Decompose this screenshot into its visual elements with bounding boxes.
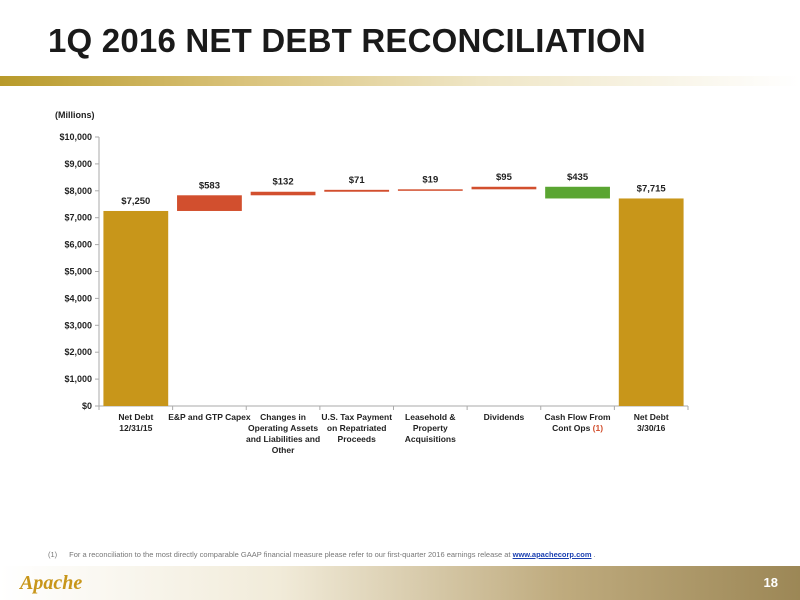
y-tick-label: $2,000 [64,347,92,357]
x-category-label: Acquisitions [405,434,456,444]
x-category-label: 12/31/15 [119,423,152,433]
data-label: $19 [422,174,438,185]
bar-total [103,210,169,406]
y-tick-label: $7,000 [64,213,92,223]
footnote-link[interactable]: www.apachecorp.com [512,550,592,559]
x-category-label: Cash Flow From [545,412,612,422]
data-label: $7,250 [121,196,150,207]
page-title: 1Q 2016 NET DEBT RECONCILIATION [48,22,646,59]
y-unit-label: (Millions) [55,110,95,120]
footnote: (1) For a reconciliation to the most dire… [48,550,596,559]
x-category-label: Dividends [484,412,525,422]
y-tick-label: $9,000 [64,159,92,169]
data-label: $132 [272,177,293,188]
waterfall-chart: (Millions) $0 $1,000 $2,000 $3,000 $4,000 $5,0… [0,100,800,470]
x-category-label: Cont Ops (1) [552,423,603,433]
y-tick-label: $4,000 [64,293,92,303]
bar-decrease [545,186,610,199]
data-label: $95 [496,172,513,183]
x-category-label: U.S. Tax Payment [321,412,392,422]
x-category-label: 3/30/16 [637,423,666,433]
footnote-trailing: . [593,550,596,559]
x-category-label: E&P and GTP Capex [168,412,251,422]
x-category-label: Leasehold & [405,412,456,422]
bar-increase [397,189,463,191]
page-number: 18 [763,575,778,590]
x-category-label: Operating Assets [248,423,318,433]
title-divider [0,76,800,86]
x-category-label: Proceeds [338,434,377,444]
x-category-label: Changes in [260,412,306,422]
y-tick-label: $8,000 [64,186,92,196]
x-category-label: and Liabilities and [246,434,320,444]
x-category-label: Net Debt [118,412,153,422]
data-label: $71 [349,175,366,186]
y-tick-label: $0 [82,401,92,411]
bar-increase [177,195,242,211]
y-tick-label: $6,000 [64,240,92,250]
data-label: $435 [567,172,589,183]
x-category-label: Net Debt [634,412,669,422]
bar-increase [324,189,390,192]
footnote-text: For a reconciliation to the most directl… [69,550,511,559]
y-tick-label: $1,000 [64,374,92,384]
bar-total [618,198,684,406]
x-category-label: Other [272,445,295,455]
footer-bar [0,566,800,600]
data-label: $583 [199,180,220,191]
waterfall-chart-svg: (Millions) $0 $1,000 $2,000 $3,000 $4,000 $5,0… [55,110,689,455]
x-category-label: on Repatriated [327,423,387,433]
footnote-marker: (1) [48,550,58,559]
y-tick-label: $10,000 [59,132,92,142]
apache-logo: Apache [20,572,83,594]
x-category-label: Property [413,423,448,433]
data-label: $7,715 [637,183,667,194]
bar-increase [250,191,316,196]
category-footnote-marker: (1) [590,423,603,433]
bar-increase [471,186,537,190]
y-tick-label: $3,000 [64,320,92,330]
y-tick-label: $5,000 [64,267,92,277]
